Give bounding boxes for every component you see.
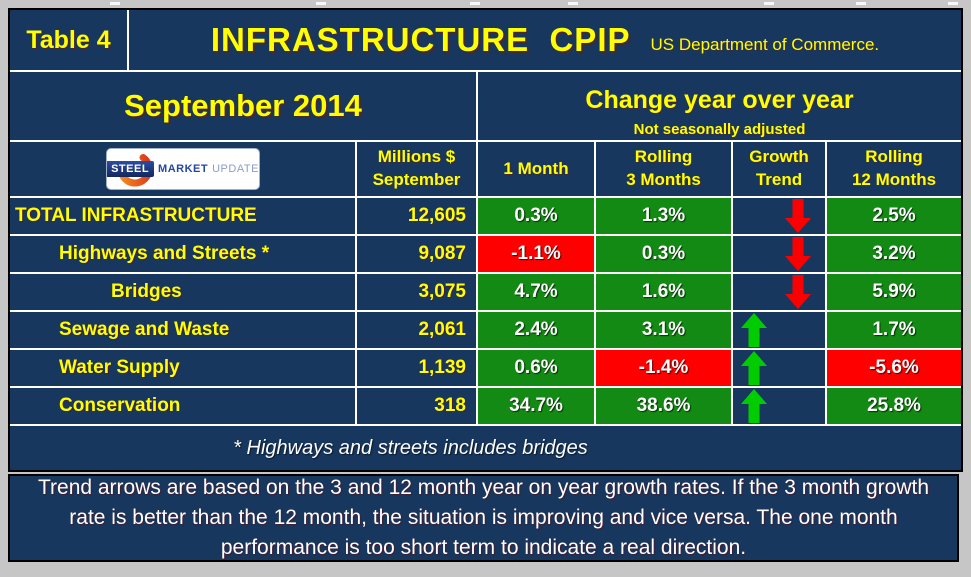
millions-value: 3,075	[357, 274, 476, 310]
footnote: * Highways and streets includes bridges	[10, 426, 961, 470]
gridline-tick	[764, 2, 774, 5]
rolling-3-month-value: 1.6%	[596, 274, 731, 310]
logo-word-update: UPDATE	[212, 163, 259, 175]
column-header-label: Rolling 12 Months	[851, 147, 937, 189]
row-label: Water Supply	[10, 350, 355, 386]
one-month-value: -1.1%	[478, 236, 594, 272]
green-up-arrow-icon	[741, 351, 767, 385]
trend-cell	[733, 274, 825, 310]
rolling-12-month-value: 2.5%	[827, 198, 961, 234]
steel-market-update-logo: STEEL MARKET UPDATE	[106, 149, 259, 189]
row-label: Conservation	[10, 388, 355, 424]
trend-cell	[733, 236, 825, 272]
table-number-label: Table 4	[26, 25, 111, 54]
change-header-cell: Change year over year Not seasonally adj…	[478, 72, 961, 140]
trend-cell	[733, 388, 825, 424]
infrastructure-cpip-table: Table 4 INFRASTRUCTURE CPIP US Departmen…	[8, 8, 963, 472]
one-month-value: 0.6%	[478, 350, 594, 386]
red-down-arrow-icon	[785, 199, 811, 233]
title-cell: INFRASTRUCTURE CPIP US Department of Com…	[129, 10, 961, 70]
column-header-label: Growth Trend	[749, 147, 809, 189]
gridline-tick	[316, 2, 326, 5]
one-month-value: 0.3%	[478, 198, 594, 234]
gridline-tick	[568, 2, 578, 5]
row-label: Highways and Streets *	[10, 236, 355, 272]
rolling-3-month-value: 0.3%	[596, 236, 731, 272]
logo-swirl-icon	[117, 151, 152, 187]
gridline-tick	[948, 2, 958, 5]
title-bar: Table 4 INFRASTRUCTURE CPIP US Departmen…	[10, 10, 961, 70]
trend-cell	[733, 312, 825, 348]
millions-value: 9,087	[357, 236, 476, 272]
rolling-12-month-value: 3.2%	[827, 236, 961, 272]
rolling-12-month-value: 1.7%	[827, 312, 961, 348]
gridline-tick	[470, 2, 480, 5]
rolling-3-month-value: 38.6%	[596, 388, 731, 424]
column-header-millions: Millions $ September	[357, 142, 476, 196]
column-header-growth-trend: Growth Trend	[733, 142, 825, 196]
green-up-arrow-icon	[741, 389, 767, 423]
millions-value: 1,139	[357, 350, 476, 386]
one-month-value: 4.7%	[478, 274, 594, 310]
logo-cell: STEEL MARKET UPDATE	[10, 142, 355, 196]
change-title: Change year over year	[585, 86, 854, 114]
source-label: US Department of Commerce.	[650, 35, 880, 54]
rolling-3-month-value: -1.4%	[596, 350, 731, 386]
millions-value: 318	[357, 388, 476, 424]
column-header-label: 1 Month	[503, 158, 569, 178]
trend-cell	[733, 350, 825, 386]
column-header-1-month: 1 Month	[478, 142, 594, 196]
logo-word-market: MARKET	[158, 163, 209, 175]
column-header-label: Millions $ September	[372, 147, 461, 189]
gridline-tick	[856, 2, 866, 5]
red-down-arrow-icon	[785, 275, 811, 309]
millions-value: 12,605	[357, 198, 476, 234]
column-header-rolling-12-months: Rolling 12 Months	[827, 142, 961, 196]
rolling-12-month-value: -5.6%	[827, 350, 961, 386]
green-up-arrow-icon	[741, 313, 767, 347]
period-cell: September 2014	[10, 72, 476, 140]
logo-word-steel: STEEL	[106, 161, 155, 177]
millions-value: 2,061	[357, 312, 476, 348]
page-title: INFRASTRUCTURE CPIP	[210, 21, 631, 58]
rolling-12-month-value: 5.9%	[827, 274, 961, 310]
trend-explanation-note: Trend arrows are based on the 3 and 12 m…	[8, 474, 959, 562]
period-title: September 2014	[124, 88, 362, 123]
column-header-rolling-3-months: Rolling 3 Months	[596, 142, 731, 196]
rolling-3-month-value: 1.3%	[596, 198, 731, 234]
one-month-value: 2.4%	[478, 312, 594, 348]
trend-cell	[733, 198, 825, 234]
row-label: TOTAL INFRASTRUCTURE	[10, 198, 355, 234]
column-header-label: Rolling 3 Months	[626, 147, 701, 189]
rolling-12-month-value: 25.8%	[827, 388, 961, 424]
red-down-arrow-icon	[785, 237, 811, 271]
table-number-cell: Table 4	[10, 10, 127, 70]
rolling-3-month-value: 3.1%	[596, 312, 731, 348]
logo-wordmark: STEEL MARKET UPDATE	[106, 149, 259, 189]
seasonal-note: Not seasonally adjusted	[633, 121, 806, 138]
gridline-tick	[110, 2, 120, 5]
row-label: Sewage and Waste	[10, 312, 355, 348]
row-label: Bridges	[10, 274, 355, 310]
one-month-value: 34.7%	[478, 388, 594, 424]
